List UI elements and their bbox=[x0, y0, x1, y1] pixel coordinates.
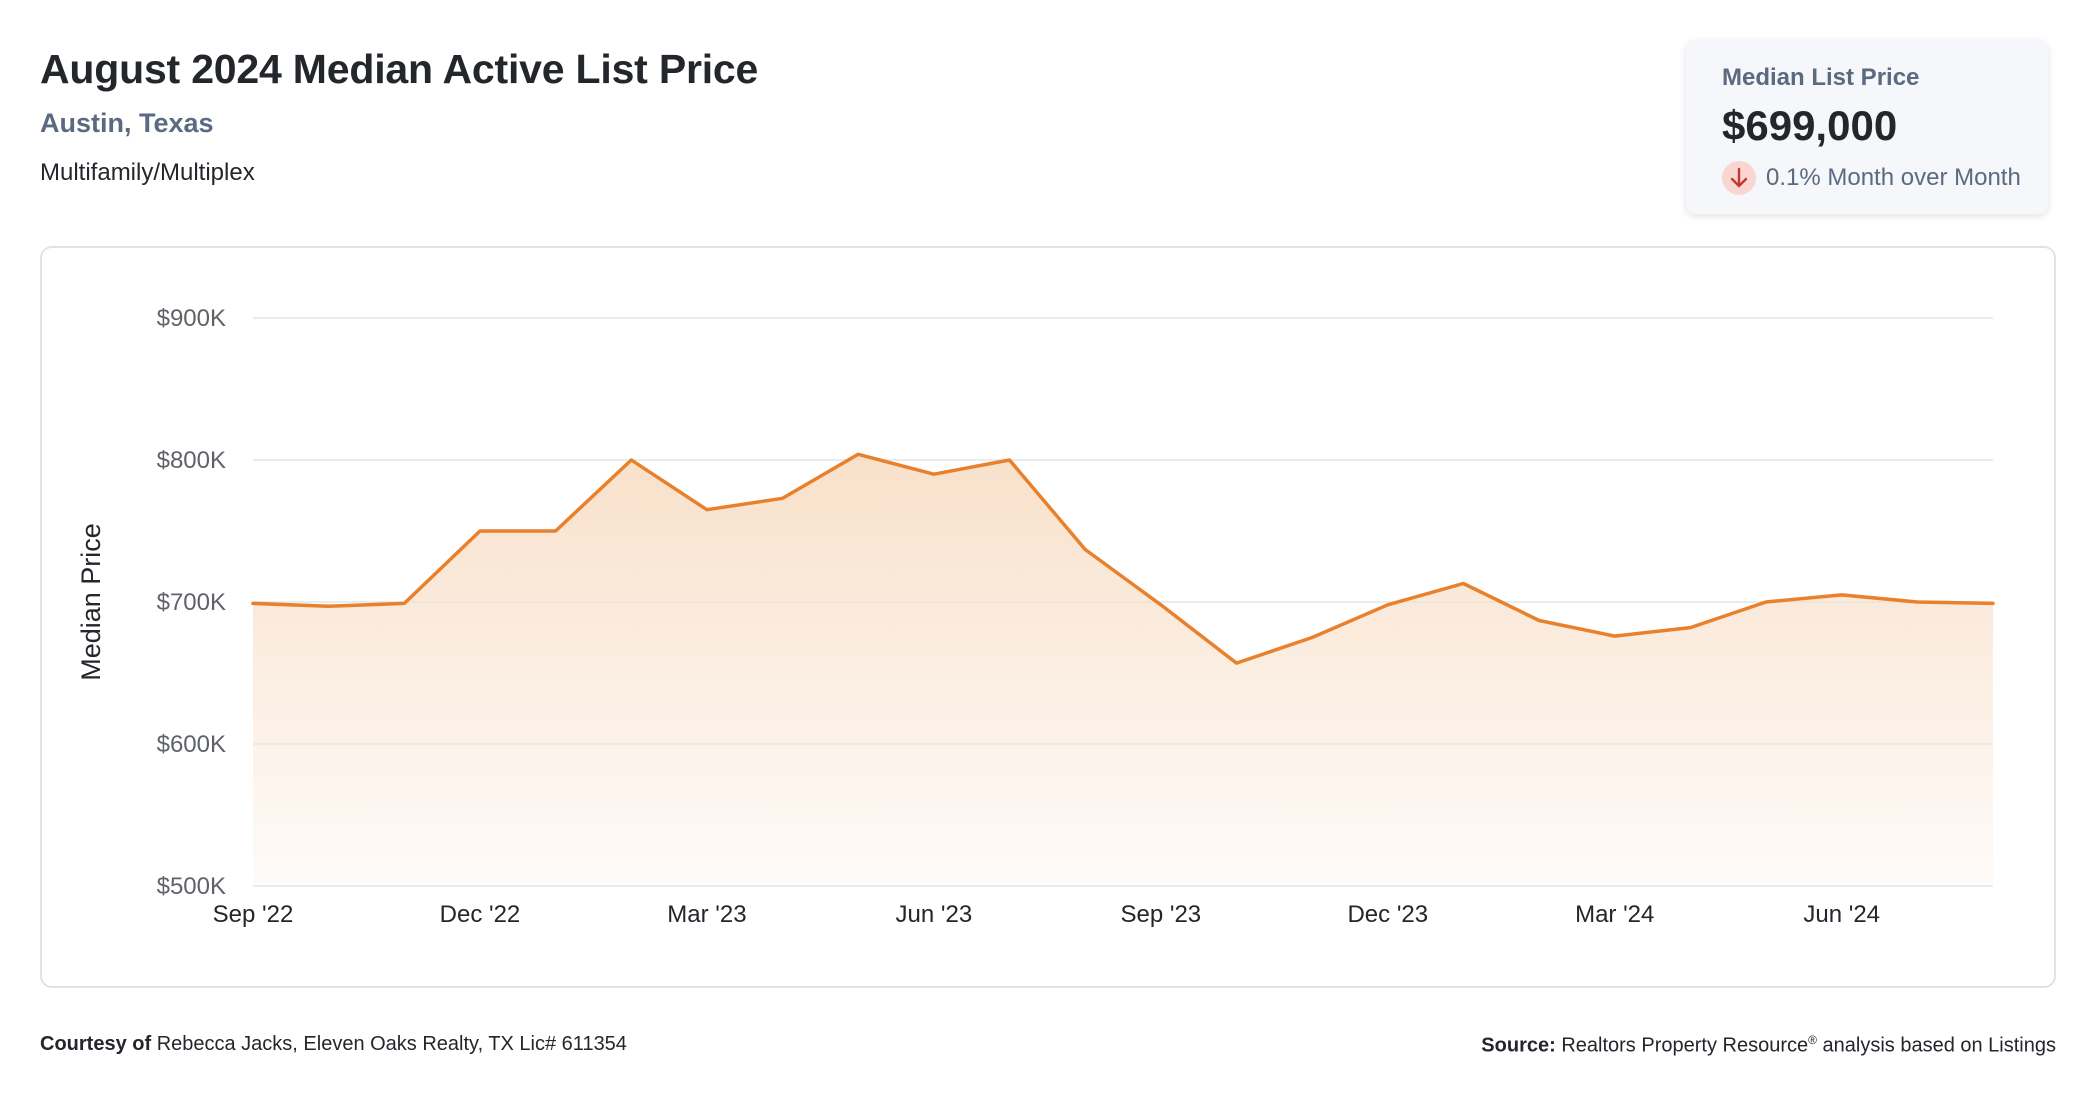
data-point bbox=[1914, 599, 1920, 605]
source-footer: Source: Realtors Property Resource® anal… bbox=[1481, 1033, 2056, 1058]
median-list-price-card: Median List Price $699,000 0.1% Month ov… bbox=[1686, 40, 2048, 214]
data-point bbox=[1385, 602, 1391, 608]
stat-change: 0.1% Month over Month bbox=[1722, 161, 2021, 195]
series-line bbox=[251, 452, 1995, 665]
x-tick-label: Sep '22 bbox=[213, 901, 294, 928]
page-title: August 2024 Median Active List Price bbox=[40, 46, 759, 92]
data-point bbox=[326, 603, 332, 609]
data-point bbox=[1763, 599, 1769, 605]
data-point bbox=[855, 451, 861, 457]
y-axis-label: Median Price bbox=[76, 523, 106, 681]
data-point bbox=[1158, 602, 1164, 608]
x-tick-label: Mar '24 bbox=[1575, 901, 1654, 928]
area-fill bbox=[253, 454, 1993, 886]
x-tick-label: Sep '23 bbox=[1120, 901, 1201, 928]
source-name: Realtors Property Resource bbox=[1561, 1034, 1809, 1057]
registered-mark: ® bbox=[1808, 1033, 1817, 1047]
data-point bbox=[477, 528, 483, 534]
y-tick-label: $600K bbox=[157, 731, 226, 758]
data-point bbox=[250, 600, 256, 606]
stat-change-text: 0.1% Month over Month bbox=[1766, 164, 2021, 191]
x-tick-label: Jun '23 bbox=[896, 901, 973, 928]
y-tick-label: $900K bbox=[157, 305, 226, 332]
x-tick-label: Dec '23 bbox=[1347, 901, 1428, 928]
data-point bbox=[931, 471, 937, 477]
data-point bbox=[1536, 617, 1542, 623]
x-tick-label: Dec '22 bbox=[440, 901, 521, 928]
data-point bbox=[1990, 600, 1996, 606]
data-point bbox=[1007, 457, 1013, 463]
data-point bbox=[1460, 581, 1466, 587]
property-type-label: Multifamily/Multiplex bbox=[40, 159, 255, 186]
y-tick-label: $500K bbox=[157, 873, 226, 900]
data-point bbox=[1309, 635, 1315, 641]
median-price-chart: $500K $600K $700K $800K $900K Sep '22 Dec '22 M… bbox=[76, 305, 1996, 928]
courtesy-footer: Courtesy of Rebecca Jacks, Eleven Oaks R… bbox=[40, 1033, 627, 1056]
data-point bbox=[1612, 633, 1618, 639]
x-tick-label: Jun '24 bbox=[1803, 901, 1880, 928]
data-point bbox=[1233, 660, 1239, 666]
y-tick-label: $800K bbox=[157, 447, 226, 474]
data-point bbox=[1687, 625, 1693, 631]
source-rest: analysis based on Listings bbox=[1822, 1034, 2056, 1057]
data-point bbox=[704, 507, 710, 513]
data-point bbox=[628, 457, 634, 463]
x-tick-label: Mar '23 bbox=[667, 901, 746, 928]
data-point bbox=[401, 600, 407, 606]
stat-value: $699,000 bbox=[1722, 102, 1898, 149]
data-point bbox=[1082, 546, 1088, 552]
courtesy-label: Courtesy of bbox=[40, 1033, 152, 1055]
arrow-down-icon bbox=[1722, 161, 1756, 195]
data-point bbox=[780, 495, 786, 501]
courtesy-text: Rebecca Jacks, Eleven Oaks Realty, TX Li… bbox=[156, 1033, 627, 1055]
data-point bbox=[1839, 592, 1845, 598]
y-tick-label: $700K bbox=[157, 589, 226, 616]
data-point bbox=[553, 528, 559, 534]
source-label: Source: bbox=[1481, 1034, 1556, 1057]
stat-label: Median List Price bbox=[1722, 64, 1920, 91]
location-subtitle: Austin, Texas bbox=[40, 108, 214, 138]
